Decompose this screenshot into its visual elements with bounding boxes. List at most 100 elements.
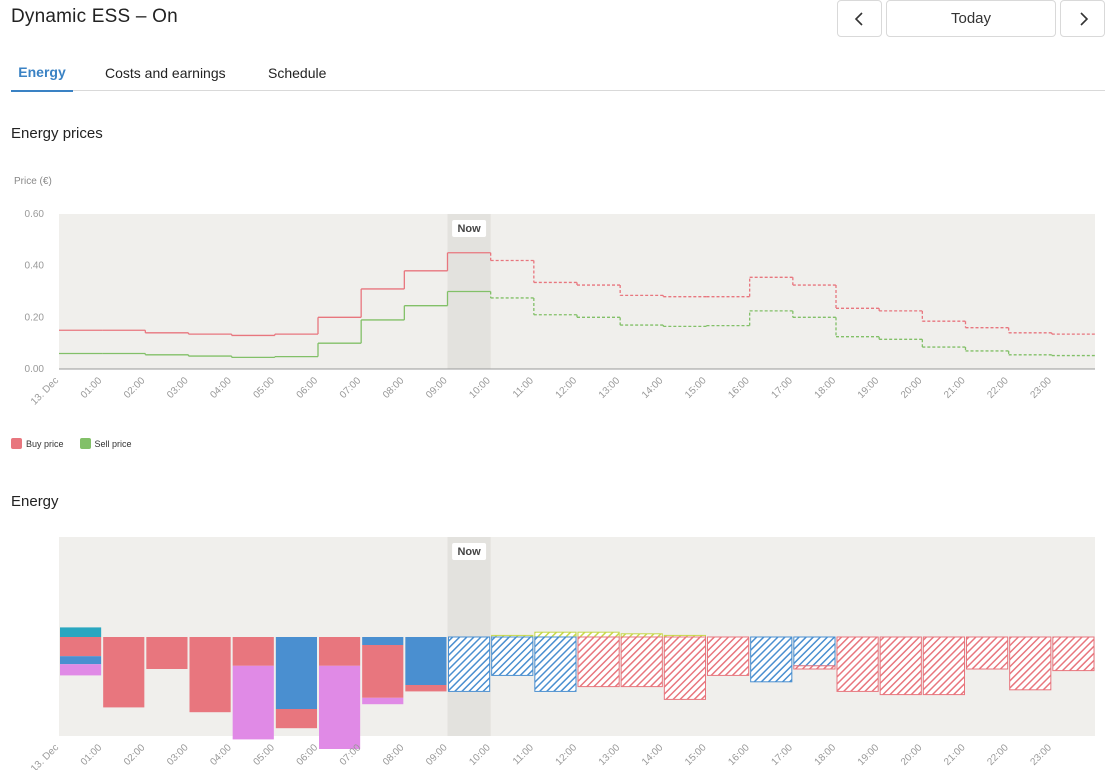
energy-bar-hour	[405, 637, 447, 692]
energy-bar-segment	[448, 636, 491, 692]
energy-bar-segment	[922, 636, 965, 696]
x-tick-label: 13:00	[597, 375, 623, 401]
energy-bar-hour	[189, 637, 231, 713]
energy-bar-segment	[966, 636, 1009, 670]
x-tick-label: 10:00	[467, 375, 493, 401]
legend-label-sell-price: Sell price	[94, 438, 132, 449]
energy-bar-hour	[750, 636, 793, 683]
price-legend: Buy price Sell price	[11, 438, 142, 449]
energy-bar-hour	[707, 636, 750, 676]
x-tick-label: 15:00	[683, 742, 709, 768]
x-tick-label: 16:00	[726, 375, 752, 401]
now-label: Now	[452, 220, 487, 237]
tab-energy[interactable]: Energy	[11, 54, 73, 92]
x-tick-label: 21:00	[942, 742, 968, 768]
now-label-text: Now	[457, 546, 481, 558]
x-tick-label: 09:00	[424, 375, 450, 401]
energy-bar-segment	[362, 697, 404, 705]
x-tick-label: 20:00	[899, 375, 925, 401]
now-label: Now	[452, 543, 487, 560]
x-tick-label: 19:00	[856, 375, 882, 401]
x-tick-label: 02:00	[122, 375, 148, 401]
energy-bar-hour	[966, 636, 1009, 670]
x-tick-label: 14:00	[640, 375, 666, 401]
energy-bar-hour	[491, 634, 534, 676]
x-tick-label: 07:00	[338, 375, 364, 401]
buy-price-series	[59, 252, 1095, 337]
x-tick-label: 21:00	[942, 375, 968, 401]
legend-item-buy-price[interactable]: Buy price	[11, 438, 64, 449]
now-label-text: Now	[457, 223, 481, 235]
energy-bar-segment	[663, 636, 706, 700]
x-tick-label: 13:00	[597, 742, 623, 768]
energy-prices-chart: Now Price (€) 0.00 0.20 0.40 0.60 13. Dec 01:00…	[14, 176, 1095, 407]
x-tick-label: 08:00	[381, 375, 407, 401]
energy-bar-hour	[275, 637, 317, 729]
tab-costs-and-earnings[interactable]: Costs and earnings	[105, 64, 226, 81]
energy-bar-hour	[836, 636, 879, 692]
now-label-bg	[452, 543, 487, 560]
energy-chart: Now 13. Dec 01:00 02:00 03:00 04:00 05:00 06:00…	[29, 537, 1095, 770]
energy-bar-segment	[405, 685, 447, 692]
x-tick-label: 09:00	[424, 742, 450, 768]
now-label-bg	[452, 220, 487, 237]
chevron-right-icon	[1079, 11, 1088, 26]
x-tick-label: 20:00	[899, 742, 925, 768]
x-tick-label: 02:00	[122, 742, 148, 768]
energy-bar-hour	[319, 637, 361, 749]
buy-price-swatch	[11, 438, 22, 449]
energy-bar-segment	[491, 636, 534, 676]
x-tick-label: 23:00	[1028, 742, 1054, 768]
energy-bar-segment	[362, 637, 404, 645]
today-button[interactable]: Today	[886, 0, 1056, 37]
energy-bar-hour	[663, 634, 706, 700]
energy-title: Energy	[11, 493, 59, 510]
legend-item-sell-price[interactable]: Sell price	[79, 438, 132, 449]
energy-bar-hour	[448, 636, 491, 692]
x-tick-label: 11:00	[511, 375, 536, 400]
energy-bar-hour	[879, 636, 922, 696]
x-tick-label: 08:00	[381, 742, 407, 768]
energy-bar-segment	[879, 636, 922, 696]
x-tick-label: 13. Dec	[29, 742, 61, 770]
x-tick-label: 17:00	[769, 742, 795, 768]
energy-bar-hour	[60, 627, 102, 676]
energy-bar-hour	[232, 637, 274, 740]
page-title: Dynamic ESS – On	[11, 6, 178, 27]
x-tick-label: 14:00	[640, 742, 666, 768]
energy-bar-hour	[922, 636, 965, 696]
energy-bar-segment	[232, 665, 274, 740]
x-tick-label: 22:00	[985, 375, 1011, 401]
energy-bar-segment	[60, 637, 102, 657]
x-tick-label: 18:00	[813, 742, 839, 768]
energy-bar-segment	[577, 631, 620, 638]
energy-bar-segment	[275, 637, 317, 709]
tab-schedule[interactable]: Schedule	[268, 64, 327, 81]
energy-bar-hour	[1052, 636, 1095, 672]
energy-bar-segment	[319, 637, 361, 666]
energy-prices-title: Energy prices	[11, 125, 103, 142]
previous-day-button[interactable]	[837, 0, 882, 37]
y-tick-label: 0.20	[25, 312, 45, 323]
energy-bar-segment	[577, 636, 620, 688]
energy-bar-segment	[836, 636, 879, 692]
x-tick-label: 06:00	[295, 375, 321, 401]
x-tick-label: 22:00	[985, 742, 1011, 768]
legend-label-buy-price: Buy price	[26, 438, 64, 449]
x-tick-label: 04:00	[208, 375, 234, 401]
x-tick-label: 01:00	[79, 742, 105, 768]
x-tick-label: 15:00	[683, 375, 709, 401]
x-tick-label: 18:00	[813, 375, 839, 401]
energy-bar-segment	[1052, 636, 1095, 672]
plot-background	[59, 537, 1095, 736]
x-tick-label: 05:00	[251, 375, 277, 401]
x-tick-label: 23:00	[1028, 375, 1054, 401]
energy-bar-hour	[577, 631, 620, 688]
sell-price-swatch	[79, 438, 91, 449]
energy-bar-segment	[146, 637, 188, 669]
energy-bar-segment	[534, 636, 577, 692]
energy-bar-hour	[362, 637, 404, 705]
energy-bar-segment	[534, 631, 577, 638]
energy-bar-hour	[1009, 636, 1052, 691]
next-day-button[interactable]	[1060, 0, 1105, 37]
